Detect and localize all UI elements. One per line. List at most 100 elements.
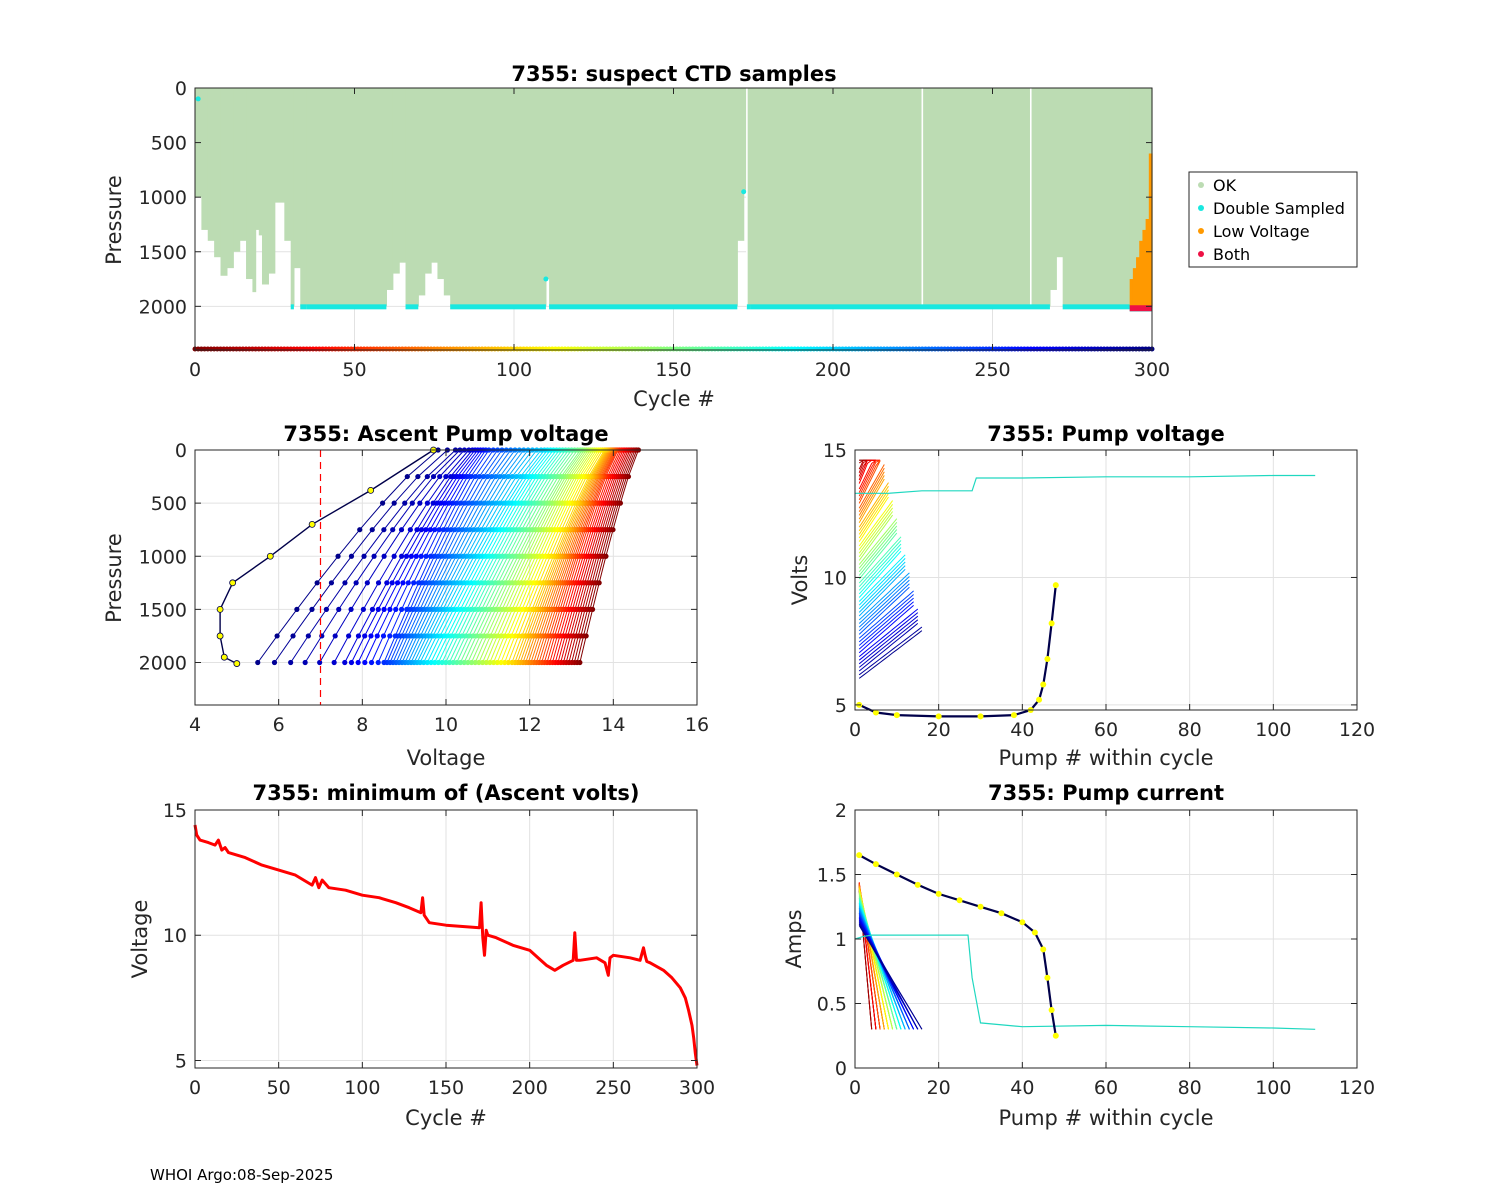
ascent-profile-point <box>491 659 497 666</box>
ascent-profile-point <box>392 633 398 639</box>
pump-voltage-cycle-line <box>858 579 910 628</box>
pump-voltage-cycle-line <box>858 500 894 547</box>
last-cycle-voltage-point <box>1040 681 1047 688</box>
pumpi-y-tick-label: 0.5 <box>817 994 847 1016</box>
last-cycle-current-point <box>1019 919 1026 926</box>
last-cycle-current-point <box>1031 929 1038 936</box>
ascent-profile-point <box>502 659 508 666</box>
double-sampled-band <box>300 304 307 310</box>
pump-voltage-cycle-line <box>858 630 923 679</box>
ascent-profile-point <box>414 527 420 533</box>
ascent-profile-point <box>464 553 470 559</box>
ascent-profile-point <box>336 606 342 612</box>
ascent-profile-point <box>466 633 472 639</box>
ok-profile-column <box>220 88 228 276</box>
ctd-ticks: 0 50 100 150 200 250 300 0 500 1000 1500 2000 <box>139 78 1170 381</box>
ascent-profile-point <box>387 633 393 639</box>
pump-voltage-cycle-line <box>858 540 902 588</box>
ascent-profile-point <box>443 473 449 480</box>
ascent-profile-point <box>497 500 503 506</box>
last-cycle-current-point <box>998 910 1005 917</box>
ok-profile-column <box>424 88 432 274</box>
ascent-profile-point <box>355 659 361 666</box>
ascent-profile-point <box>436 527 442 533</box>
ascent-profile-point <box>290 633 296 639</box>
ok-profile-column <box>1062 88 1131 307</box>
pumpi-x-tick-label: 60 <box>1094 1077 1118 1099</box>
ascent-profile-point <box>461 659 467 666</box>
pump-voltage-cycle-line <box>858 554 906 602</box>
pumpv-y-tick-label: 15 <box>823 440 847 462</box>
last-cycle-current-point <box>872 861 879 868</box>
ok-profile-column <box>290 88 295 307</box>
low-voltage-column <box>1142 229 1147 307</box>
pump-voltage-cycle-line <box>858 482 889 528</box>
legend-ok-marker <box>1198 182 1204 188</box>
ascent-profile-point <box>317 659 323 666</box>
ok-profile-column <box>1056 88 1064 258</box>
ascent-profile-point <box>437 633 443 639</box>
ascent-profile-point <box>274 633 280 639</box>
ascent-profile-point <box>294 606 300 612</box>
pumpi-y-tick-label: 0 <box>835 1058 847 1080</box>
pump-voltage-cycle-line <box>858 605 914 654</box>
ascent-profile-point <box>471 553 477 559</box>
ok-profile-column <box>437 88 445 280</box>
ascent-profile-point <box>331 659 337 666</box>
double-sampled-band <box>549 304 738 310</box>
minv-x-tick-label: 150 <box>428 1077 464 1099</box>
ascent-profile-point <box>323 606 330 612</box>
ascent-profile-point <box>431 553 437 559</box>
low-voltage-column <box>1139 240 1144 307</box>
last-cycle-current-point <box>1040 946 1047 953</box>
ok-profile-column <box>239 88 247 241</box>
last-profile-point <box>367 486 375 494</box>
ascent-profile-point <box>472 659 478 666</box>
last-cycle-voltage-point <box>1052 582 1059 589</box>
ascent-profile-point <box>473 500 479 506</box>
ascent-profile-point <box>400 580 406 586</box>
ok-profile-column <box>386 88 394 290</box>
pump-voltage-cycle-line <box>858 550 902 598</box>
ascent-profile-point <box>517 473 524 480</box>
ascent-profile-point <box>493 473 499 480</box>
minv-data-layer <box>193 824 699 1066</box>
ascent-profile-point <box>444 633 451 639</box>
ok-profile-column <box>293 88 301 269</box>
pumpi-y-tick-label: 1.5 <box>817 865 847 887</box>
ascent-profile-point <box>479 659 486 666</box>
low-voltage-column <box>1136 257 1140 307</box>
ascent-y-axis-label: Pressure <box>102 533 126 623</box>
ascent-profile-point <box>497 473 503 480</box>
ascent-profile-point <box>461 500 468 506</box>
ctd-y-axis-label: Pressure <box>102 175 126 265</box>
pump-voltage-cycle-line <box>858 594 914 643</box>
ascent-x-tick-label: 10 <box>434 714 458 736</box>
ctd-y-tick-label: 500 <box>151 133 187 155</box>
ok-profile-column <box>746 88 751 307</box>
last-cycle-voltage-line <box>858 584 1057 718</box>
ascent-profile-point <box>424 659 430 666</box>
ascent-profile-point <box>449 553 455 559</box>
ok-profile-column <box>405 88 419 307</box>
ascent-y-tick-label: 2000 <box>139 653 187 675</box>
ascent-profile-point <box>271 659 278 666</box>
ascent-profile-point <box>448 473 454 480</box>
pumpv-x-tick-label: 60 <box>1094 719 1118 741</box>
ascent-profile-point <box>435 553 441 559</box>
ascent-x-tick-label: 8 <box>356 714 368 736</box>
pumpv-x-tick-label: 80 <box>1178 719 1202 741</box>
pump-voltage-cycle-line <box>858 478 885 523</box>
legend-double-sampled-label: Double Sampled <box>1213 199 1345 218</box>
ascent-profile-point <box>469 500 475 506</box>
ascent-profile-point <box>369 606 376 612</box>
ascent-profile-point <box>375 606 381 612</box>
legend-ok-label: OK <box>1213 176 1237 195</box>
ascent-profile-point <box>346 633 352 639</box>
ok-profile-column <box>392 88 400 274</box>
last-profile-point <box>266 552 274 560</box>
minv-x-axis-label: Cycle # <box>405 1106 487 1130</box>
ascent-profile-point <box>435 659 441 666</box>
ascent-profile-point <box>467 553 474 559</box>
ascent-profile-point <box>485 500 491 506</box>
